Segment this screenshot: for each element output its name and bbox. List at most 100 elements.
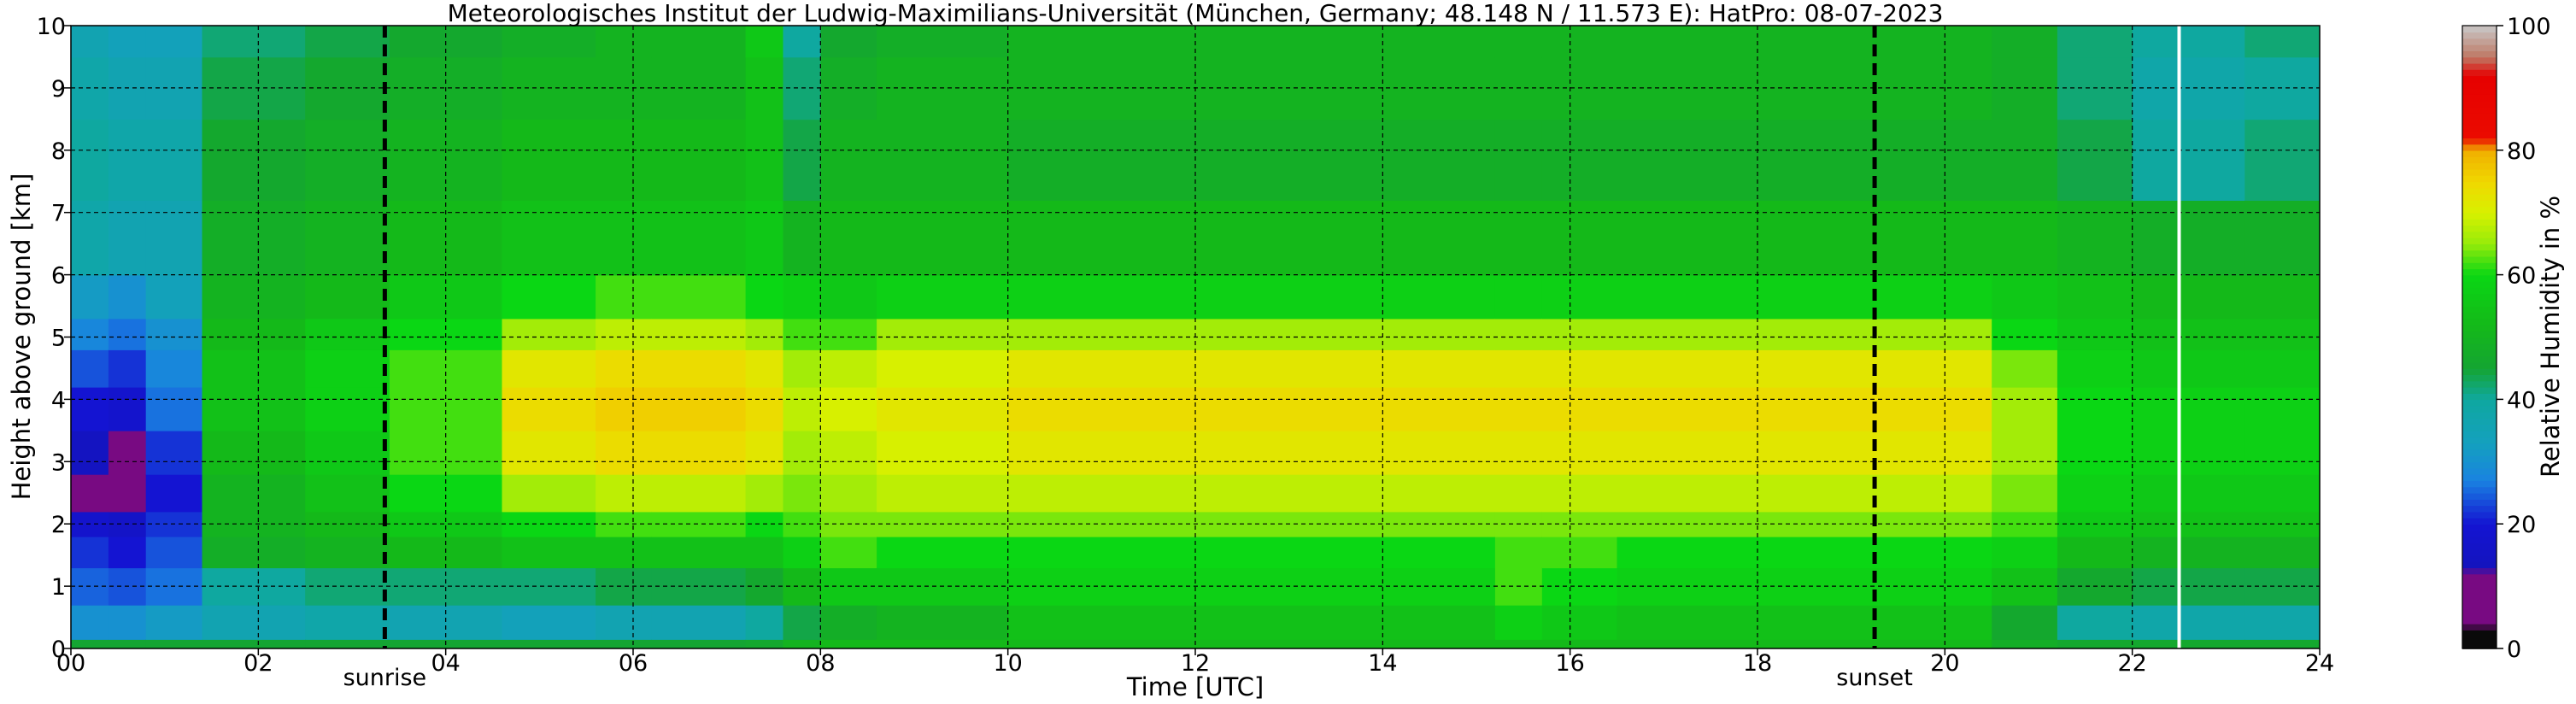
heatmap-cell [2132,26,2180,58]
heatmap-cell [1541,386,1618,431]
heatmap-cell [71,26,109,58]
heatmap-cell [1757,274,1899,320]
heatmap-cell [820,473,877,513]
heatmap-cell [877,639,1009,648]
heatmap-cell [1494,274,1543,320]
heatmap-cell [1382,318,1496,350]
sunset-label: sunset [1836,665,1913,691]
colorbar-swatch [2462,44,2497,51]
heatmap-cell [2057,26,2133,58]
heatmap-cell [820,274,877,320]
x-tick-label: 16 [1555,650,1584,677]
heatmap-cell [596,274,653,320]
colorbar-swatch [2462,343,2497,350]
colorbar-swatch [2462,255,2497,263]
x-tick-label: 02 [244,650,273,677]
heatmap-cell [1541,119,1618,201]
heatmap-cell [389,511,503,537]
heatmap-cell [745,386,784,431]
colorbar-swatch [2462,62,2497,70]
heatmap-cell [2057,349,2133,388]
heatmap-cell [145,639,203,648]
heatmap-cell [71,605,109,640]
colorbar-swatch [2462,138,2497,145]
x-tick-label: 08 [806,650,835,677]
heatmap-cell [1195,605,1384,640]
colorbar-swatch [2462,473,2497,481]
colorbar-swatch [2462,181,2497,189]
heatmap-cell [2057,430,2133,475]
y-axis-title: Height above ground [km] [7,173,36,501]
heatmap-cell [145,26,203,58]
heatmap-cell [1195,349,1384,388]
heatmap-cell [783,318,822,350]
colorbar-swatch [2462,636,2497,643]
heatmap-cell [2244,318,2320,350]
heatmap-cell [596,26,653,58]
colorbar-swatch [2462,200,2497,208]
heatmap-cell [651,274,747,320]
colorbar-swatch [2462,405,2497,413]
colorbar-swatch [2462,337,2497,344]
colorbar-tick-label: 100 [2507,14,2551,40]
heatmap-cell [108,536,147,569]
heatmap-cell [2179,639,2246,648]
heatmap-cell [1992,318,2058,350]
heatmap-cell [502,536,596,569]
heatmap-cell [305,430,390,475]
colorbar-swatch [2462,56,2497,64]
heatmap-cell [1992,386,2058,431]
heatmap-cell [783,26,822,58]
colorbar-swatch [2462,131,2497,138]
colorbar-swatch [2462,168,2497,176]
heatmap-cell [1382,349,1496,388]
colorbar-swatch [2462,355,2497,363]
heatmap-cell [1617,119,1758,201]
heatmap-cell [1541,605,1618,640]
heatmap-cell [1382,639,1496,648]
heatmap-cell [1992,200,2058,276]
heatmap-cell [2179,473,2246,513]
colorbar-swatch [2462,536,2497,543]
heatmap-cell [820,386,877,431]
heatmap-cell [202,605,306,640]
colorbar-swatch [2462,437,2497,444]
heatmap-cell [502,349,596,388]
heatmap-cell [71,639,109,648]
heatmap-cell [820,430,877,475]
colorbar-swatch [2462,274,2497,282]
colorbar-swatch [2462,386,2497,394]
heatmap-cell [783,349,822,388]
colorbar-swatch [2462,430,2497,437]
heatmap-cell [1195,639,1384,648]
colorbar-swatch [2462,380,2497,388]
heatmap-cell [1757,200,1899,276]
heatmap-cell [1382,119,1496,201]
heatmap-cell [2132,119,2180,201]
x-tick-label: 10 [993,650,1022,677]
heatmap-cell [1382,200,1496,276]
heatmap-cell [1757,473,1899,513]
heatmap-cell [2244,349,2320,388]
colorbar-swatch [2462,630,2497,637]
heatmap-cell [2244,386,2320,431]
colorbar-swatch [2462,156,2497,164]
heatmap-cell [1494,536,1543,569]
colorbar-swatch [2462,262,2497,270]
x-tick-label: 00 [56,650,85,677]
heatmap-cell [202,473,306,513]
heatmap-cell [1992,430,2058,475]
colorbar-swatch [2462,517,2497,525]
heatmap-cell [1494,386,1543,431]
heatmap-cell [877,119,1009,201]
colorbar-swatch [2462,560,2497,568]
colorbar-swatch [2462,549,2497,556]
heatmap-cell [745,605,784,640]
heatmap-cell [651,567,747,606]
heatmap-cell [745,473,784,513]
x-tick-label: 14 [1368,650,1397,677]
y-tick-label: 6 [51,263,66,290]
heatmap-cell [1617,605,1758,640]
heatmap-cell [71,274,109,320]
